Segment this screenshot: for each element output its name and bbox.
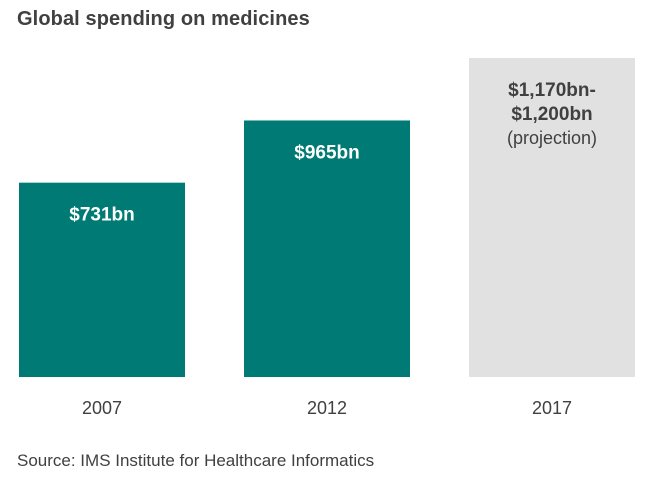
data-label-2017-3: (projection) <box>507 128 597 148</box>
data-label-2017-2: $1,200bn <box>511 104 592 125</box>
bar-2007 <box>19 182 185 377</box>
bar-2012 <box>244 120 410 378</box>
data-label-2007: $731bn <box>69 205 134 226</box>
data-label-2017-1: $1,170bn- <box>508 80 596 101</box>
x-tick-label-2012: 2012 <box>307 398 347 418</box>
bar-2017 <box>469 58 635 377</box>
data-label-2012: $965bn <box>294 142 359 163</box>
source-note: Source: IMS Institute for Healthcare Inf… <box>17 451 375 470</box>
x-tick-label-2007: 2007 <box>82 398 122 418</box>
chart-title: Global spending on medicines <box>17 8 310 30</box>
x-tick-label-2017: 2017 <box>532 398 572 418</box>
